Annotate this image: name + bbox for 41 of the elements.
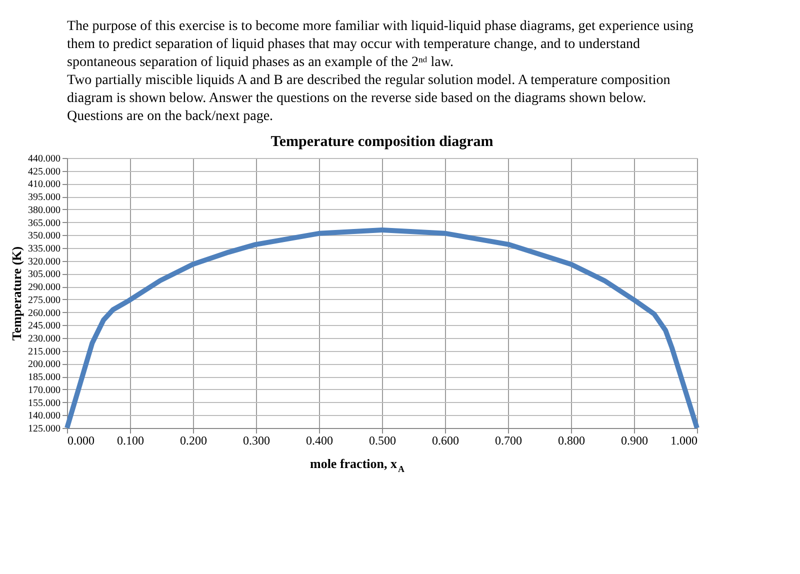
y-tick-label: 305.000: [28, 269, 60, 280]
y-tick-label: 320.000: [28, 256, 60, 268]
y-tick-label: 335.000: [28, 244, 60, 254]
x-tick-label: 0.800: [558, 434, 585, 448]
y-tick-label: 275.000: [28, 294, 60, 306]
text: spontaneous separation of liquid phases as an example of the 2ⁿᵈ law.: [67, 55, 454, 70]
x-tick-label: 0.500: [369, 434, 396, 448]
x-tick-label: 0.700: [495, 434, 522, 448]
y-tick-label: 140.000: [28, 410, 60, 422]
x-tick-label: 1.000: [670, 434, 698, 448]
y-tick-label: 395.000: [28, 192, 60, 204]
y-axis-title: Temperature (K): [9, 246, 24, 341]
y-tick-label: 425.000: [28, 166, 60, 178]
x-tick-label: 0.100: [117, 434, 144, 448]
y-tick-label: 350.000: [28, 230, 60, 242]
y-tick-label: 185.000: [28, 372, 60, 384]
x-tick-label: 0.300: [243, 434, 270, 448]
text: diagram is shown below. Answer the questions on the reverse side based on the diagrams shown below.: [67, 91, 646, 106]
y-tick-label: 215.000: [28, 346, 60, 358]
y-tick-label: 260.000: [28, 308, 60, 319]
y-tick-label: 380.000: [28, 204, 60, 216]
x-tick-label: 0.000: [68, 434, 94, 448]
x-tick-label: 0.900: [621, 434, 648, 448]
x-tick-label: 0.600: [432, 434, 459, 448]
y-tick-label: 125.000: [28, 424, 60, 434]
y-tick-label: 440.000: [28, 154, 60, 164]
y-tick-label: 290.000: [28, 282, 60, 294]
y-tick-label: 155.000: [28, 398, 60, 409]
x-tick-label: 0.200: [180, 434, 207, 448]
text: The purpose of this exercise is to become more familiar with liquid-liquid phase diagrams, get experience using: [67, 19, 694, 34]
y-tick-label: 410.000: [28, 179, 60, 190]
y-tick-label: 200.000: [28, 359, 60, 370]
y-tick-label: 245.000: [28, 320, 60, 332]
text: Questions are on the back/next page.: [67, 109, 274, 124]
y-tick-label: 230.000: [28, 334, 60, 344]
text: them to predict separation of liquid phases that may occur with temperature change, and to understand: [67, 37, 640, 52]
chart-title: Temperature composition diagram: [270, 134, 494, 150]
y-tick-label: 170.000: [28, 384, 60, 396]
text: Two partially miscible liquids A and B are described the regular solution model. A temperature composition: [67, 73, 670, 88]
x-tick-label: 0.400: [306, 434, 333, 448]
y-tick-label: 365.000: [28, 218, 60, 229]
